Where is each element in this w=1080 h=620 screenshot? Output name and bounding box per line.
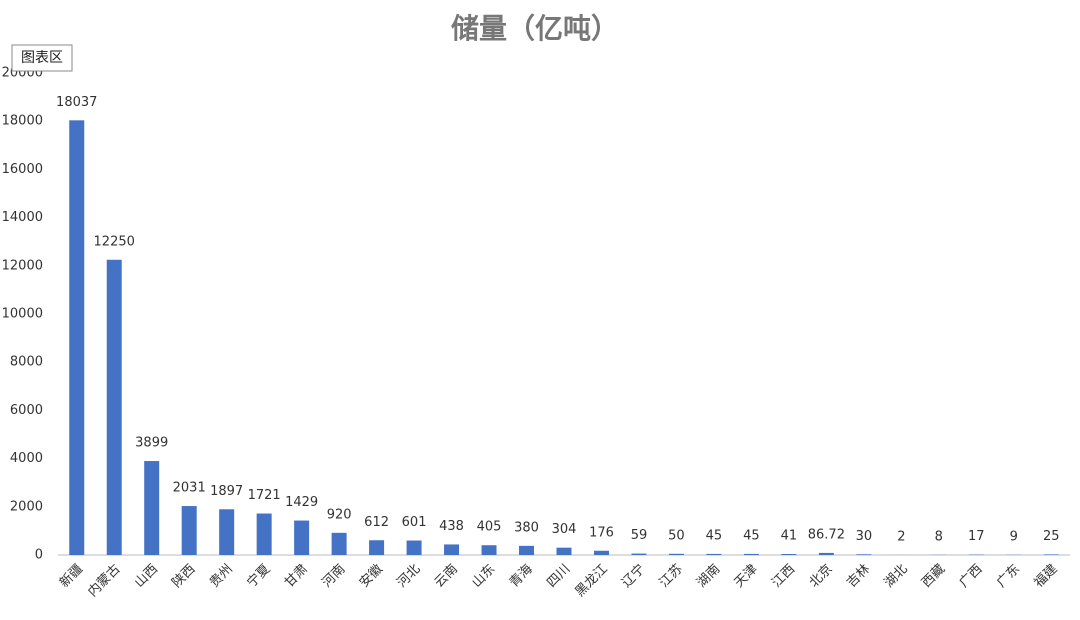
y-tick-label: 12000 bbox=[2, 258, 43, 273]
data-label: 41 bbox=[781, 529, 798, 544]
data-label: 2031 bbox=[173, 481, 206, 496]
data-label: 405 bbox=[477, 520, 502, 535]
data-label: 18037 bbox=[56, 95, 97, 110]
data-label: 1721 bbox=[248, 488, 281, 503]
data-label: 59 bbox=[631, 528, 648, 543]
x-tick-label: 安徽 bbox=[357, 562, 386, 591]
y-tick-label: 8000 bbox=[10, 355, 43, 370]
x-tick-label: 甘肃 bbox=[282, 562, 311, 591]
data-label: 3899 bbox=[135, 436, 168, 451]
bar bbox=[406, 540, 422, 555]
x-tick-label: 天津 bbox=[732, 562, 761, 591]
data-label: 50 bbox=[668, 528, 685, 543]
y-tick-label: 10000 bbox=[2, 307, 43, 322]
data-label: 86.72 bbox=[808, 527, 845, 542]
data-label: 8 bbox=[935, 529, 943, 544]
tooltip-box bbox=[11, 44, 73, 72]
bar bbox=[519, 545, 535, 555]
bar bbox=[369, 540, 385, 555]
chart-title: 储量（亿吨） bbox=[451, 12, 619, 45]
bar bbox=[256, 513, 272, 555]
x-tick-label: 湖北 bbox=[882, 562, 911, 591]
x-tick-label: 河北 bbox=[394, 562, 423, 591]
bar bbox=[219, 509, 235, 555]
x-tick-label: 湖南 bbox=[694, 561, 724, 591]
data-label: 920 bbox=[327, 507, 352, 522]
data-label: 45 bbox=[706, 528, 723, 543]
x-tick-label: 福建 bbox=[1032, 562, 1061, 591]
bar bbox=[1043, 554, 1059, 555]
data-label: 9 bbox=[1010, 529, 1018, 544]
y-tick-label: 18000 bbox=[2, 114, 43, 129]
x-tick-label: 新疆 bbox=[56, 561, 86, 591]
bar bbox=[781, 554, 797, 555]
bar bbox=[481, 545, 497, 555]
bar bbox=[631, 553, 647, 555]
x-tick-label: 广西 bbox=[957, 562, 986, 591]
bar bbox=[444, 544, 460, 555]
data-label: 601 bbox=[402, 515, 427, 530]
bar bbox=[743, 553, 759, 555]
x-tick-label: 北京 bbox=[807, 562, 836, 591]
y-tick-label: 0 bbox=[35, 548, 43, 563]
y-tick-label: 4000 bbox=[10, 451, 43, 466]
x-tick-label: 辽宁 bbox=[619, 561, 649, 591]
bar bbox=[668, 553, 684, 555]
x-tick-label: 江苏 bbox=[656, 561, 686, 591]
data-label: 2 bbox=[897, 529, 905, 544]
bar bbox=[856, 554, 872, 555]
data-label: 612 bbox=[364, 515, 389, 530]
data-label: 17 bbox=[968, 529, 985, 544]
x-tick-label: 黑龙江 bbox=[573, 562, 611, 600]
y-tick-label: 6000 bbox=[10, 403, 43, 418]
bar bbox=[818, 552, 834, 555]
x-tick-label: 陕西 bbox=[169, 562, 198, 591]
data-label: 45 bbox=[743, 528, 760, 543]
x-tick-label: 青海 bbox=[507, 562, 536, 591]
bar bbox=[556, 547, 572, 555]
data-label: 304 bbox=[552, 522, 577, 537]
x-tick-label: 广东 bbox=[994, 562, 1023, 591]
x-tick-label: 四川 bbox=[544, 562, 573, 591]
data-label: 1897 bbox=[210, 484, 243, 499]
bar bbox=[69, 120, 85, 556]
data-label: 1429 bbox=[285, 495, 318, 510]
bar bbox=[106, 259, 122, 555]
y-tick-label: 2000 bbox=[10, 499, 43, 514]
tooltip: 图表区 bbox=[21, 50, 63, 66]
data-label: 25 bbox=[1043, 529, 1060, 544]
x-tick-label: 贵州 bbox=[207, 562, 236, 591]
bar bbox=[144, 461, 160, 555]
y-tick-label: 14000 bbox=[2, 210, 43, 225]
data-label: 12250 bbox=[94, 234, 135, 249]
x-tick-label: 山东 bbox=[469, 562, 498, 591]
x-tick-label: 内蒙古 bbox=[85, 561, 124, 600]
data-label: 176 bbox=[589, 525, 614, 540]
x-tick-label: 宁夏 bbox=[244, 561, 274, 591]
data-label: 380 bbox=[514, 520, 539, 535]
x-tick-label: 山西 bbox=[132, 562, 161, 591]
x-tick-label: 江西 bbox=[769, 562, 798, 591]
x-tick-label: 吉林 bbox=[844, 562, 873, 591]
x-tick-label: 西藏 bbox=[919, 562, 948, 591]
y-tick-label: 16000 bbox=[2, 162, 43, 177]
bar bbox=[593, 550, 609, 555]
bar bbox=[331, 532, 347, 555]
x-tick-label: 河南 bbox=[319, 561, 349, 591]
bar bbox=[294, 520, 310, 555]
data-label: 438 bbox=[439, 519, 464, 534]
data-label: 30 bbox=[856, 529, 873, 544]
bar bbox=[181, 506, 197, 555]
x-tick-label: 云南 bbox=[431, 561, 461, 591]
bar bbox=[706, 553, 722, 555]
